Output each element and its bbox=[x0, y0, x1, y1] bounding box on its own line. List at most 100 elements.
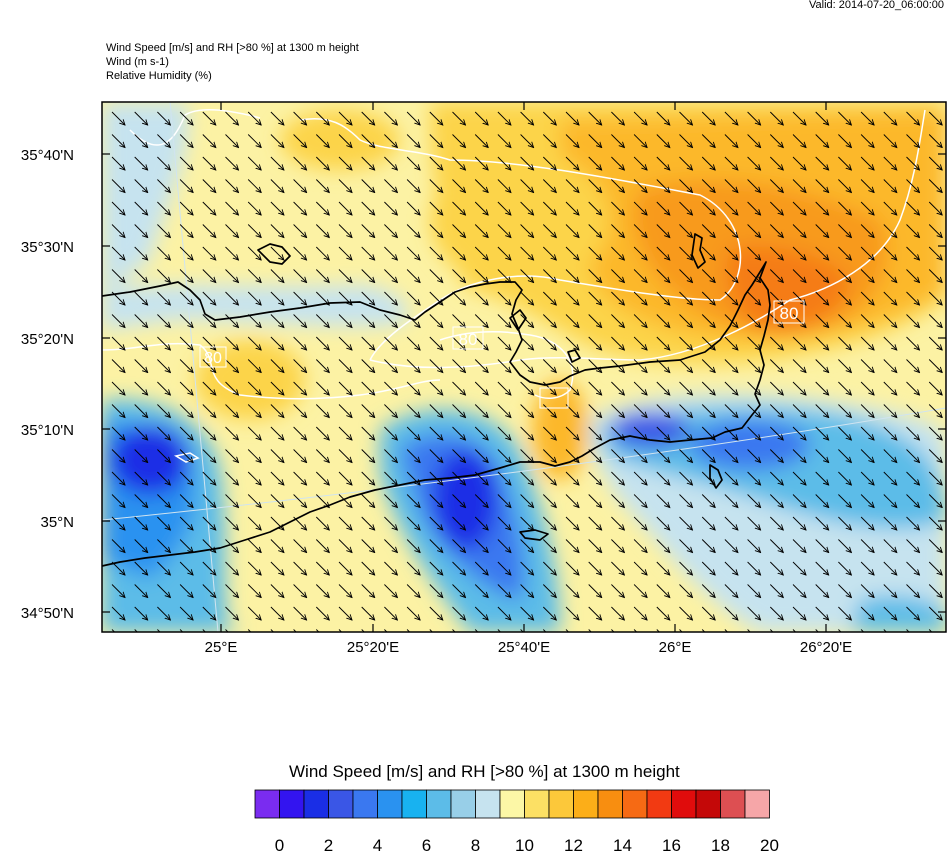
wind-arrow bbox=[542, 539, 556, 553]
wind-arrow bbox=[928, 179, 942, 193]
wind-arrow bbox=[520, 111, 534, 125]
lon-label: 25°40'E bbox=[498, 639, 550, 656]
wind-arrow bbox=[860, 516, 874, 530]
wind-arrow bbox=[202, 224, 216, 238]
wind-arrow bbox=[111, 269, 125, 283]
wind-arrow bbox=[792, 111, 806, 125]
wind-arrow bbox=[679, 449, 693, 463]
wind-arrow bbox=[293, 314, 307, 328]
wind-arrow bbox=[452, 156, 466, 170]
colorbar-tick-label: 10 bbox=[515, 836, 534, 855]
wind-arrow bbox=[474, 314, 488, 328]
wind-arrow bbox=[928, 426, 942, 440]
wind-arrow bbox=[247, 134, 261, 148]
wind-arrow bbox=[883, 381, 897, 395]
wind-arrow bbox=[452, 584, 466, 598]
colorbar-tick-label: 4 bbox=[372, 836, 383, 855]
wind-arrow bbox=[860, 224, 874, 238]
wind-arrow bbox=[588, 381, 602, 395]
wind-arrow bbox=[633, 561, 647, 575]
colorbar-title: Wind Speed [m/s] and RH [>80 %] at 1300 … bbox=[289, 762, 680, 781]
wind-arrow bbox=[134, 606, 148, 620]
wind-arrow bbox=[202, 314, 216, 328]
wind-arrow bbox=[315, 179, 329, 193]
wind-arrow bbox=[179, 314, 193, 328]
wind-arrow bbox=[202, 336, 216, 350]
wind-arrow bbox=[247, 111, 261, 125]
wind-arrow bbox=[815, 471, 829, 485]
wind-arrow bbox=[883, 314, 897, 328]
wind-arrow bbox=[906, 449, 920, 463]
wind-arrow bbox=[247, 426, 261, 440]
wind-arrow bbox=[838, 201, 851, 215]
wind-arrow bbox=[747, 336, 761, 350]
wind-arrow bbox=[815, 539, 829, 553]
wind-arrow bbox=[588, 291, 602, 305]
wind-arrow bbox=[179, 224, 193, 238]
wind-arrow bbox=[565, 201, 579, 215]
wind-arrow bbox=[429, 269, 443, 283]
wind-arrow bbox=[792, 561, 806, 575]
wind-arrow bbox=[157, 539, 170, 553]
wind-arrow bbox=[633, 224, 647, 238]
wind-arrow bbox=[792, 179, 806, 193]
wind-arrow bbox=[157, 269, 170, 283]
wind-arrow bbox=[111, 134, 125, 148]
wind-arrow bbox=[588, 111, 602, 125]
wind-arrow bbox=[724, 584, 738, 598]
wind-arrow bbox=[406, 201, 420, 215]
wind-arrow bbox=[474, 404, 488, 418]
wind-arrow bbox=[452, 471, 466, 485]
wind-arrow bbox=[520, 246, 534, 260]
colorbar-swatch bbox=[622, 789, 648, 819]
wind-arrow bbox=[452, 449, 466, 463]
wind-arrow bbox=[928, 156, 942, 170]
wind-arrow bbox=[656, 359, 670, 373]
wind-arrow bbox=[520, 179, 534, 193]
wind-arrow bbox=[747, 359, 761, 373]
wind-arrow bbox=[111, 539, 125, 553]
lat-label: 35°40'N bbox=[21, 147, 74, 164]
wind-arrow bbox=[906, 606, 920, 620]
wind-arrow bbox=[202, 561, 216, 575]
wind-arrow bbox=[769, 134, 783, 148]
wind-arrow bbox=[157, 471, 170, 485]
wind-arrow bbox=[769, 449, 783, 463]
wind-arrow bbox=[588, 179, 602, 193]
wind-arrow bbox=[111, 606, 125, 620]
wind-arrow bbox=[452, 404, 466, 418]
wind-arrow bbox=[565, 381, 579, 395]
wind-arrow bbox=[860, 404, 874, 418]
wind-arrow bbox=[611, 134, 624, 148]
wind-arrow bbox=[225, 291, 239, 305]
wind-arrow bbox=[429, 111, 443, 125]
wind-arrow bbox=[611, 449, 624, 463]
wind-arrow bbox=[633, 404, 647, 418]
wind-arrow bbox=[542, 449, 556, 463]
wind-arrow bbox=[452, 561, 466, 575]
wind-arrow bbox=[520, 516, 534, 530]
wind-arrow bbox=[611, 111, 624, 125]
wind-arrow bbox=[179, 111, 193, 125]
wind-arrow bbox=[724, 359, 738, 373]
wind-arrow bbox=[270, 179, 284, 193]
wind-arrow bbox=[452, 494, 466, 508]
wind-arrow bbox=[769, 291, 783, 305]
wind-arrow bbox=[906, 291, 920, 305]
wind-arrow bbox=[157, 404, 170, 418]
wind-arrow bbox=[633, 201, 647, 215]
wind-arrow bbox=[384, 449, 397, 463]
wind-arrow bbox=[111, 336, 125, 350]
wind-arrow bbox=[542, 201, 556, 215]
wind-arrow bbox=[883, 561, 897, 575]
wind-arrow bbox=[860, 291, 874, 305]
colorbar-swatch bbox=[695, 789, 721, 819]
colorbar-swatch bbox=[254, 789, 280, 819]
wind-arrow bbox=[270, 269, 284, 283]
wind-arrow bbox=[111, 584, 125, 598]
colorbar-swatch bbox=[646, 789, 672, 819]
wind-arrow bbox=[452, 291, 466, 305]
wind-arrow bbox=[542, 494, 556, 508]
wind-arrow bbox=[247, 224, 261, 238]
wind-arrow bbox=[406, 269, 420, 283]
